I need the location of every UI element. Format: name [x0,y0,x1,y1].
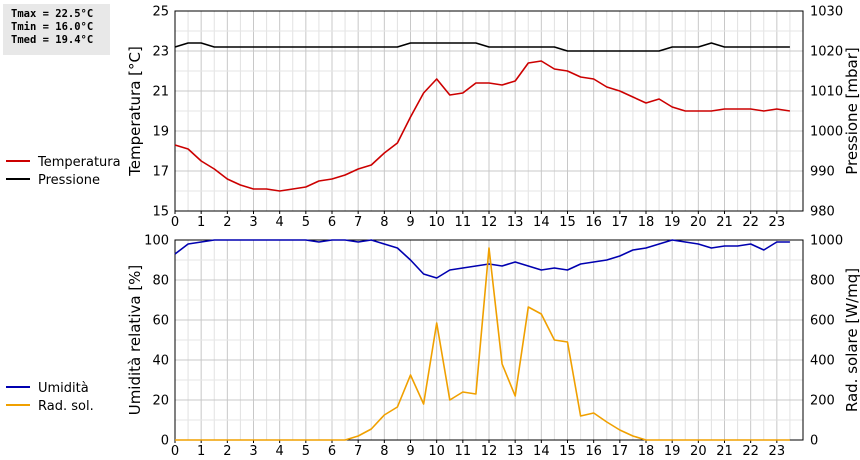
panel1-x-tick-label: 14 [533,215,550,230]
panel1-x-tick-label: 4 [276,215,284,230]
panel1-x-tick-label: 20 [690,215,707,230]
panel2-x-tick-label: 23 [769,444,786,459]
panel2-x-tick-label: 14 [533,444,550,459]
panel2-y2-tick-label: 800 [810,274,835,289]
panel1-x-tick-label: 9 [406,215,414,230]
panel2-legend-label-1: Umidità [38,381,89,396]
panel2-x-tick-label: 0 [171,444,179,459]
panel1-x-tick-label: 16 [585,215,602,230]
panel1-x-tick-label: 10 [428,215,445,230]
panel2-x-tick-label: 6 [328,444,336,459]
panel1-y2-axis-label: Pressione [mbar] [843,47,860,175]
panel1-y2-tick-label: 1030 [810,5,843,20]
panel2-x-tick-label: 21 [716,444,733,459]
panel2-x-tick-label: 3 [249,444,257,459]
panel1-y2-tick-label: 990 [810,165,835,180]
panel2-y2-tick-label: 0 [810,434,818,449]
panel2-y-axis-label: Umidità relativa [%] [126,265,144,416]
panel1-legend-label-2: Pressione [38,173,100,188]
panel1-x-tick-label: 1 [197,215,205,230]
panel2-y-tick-label: 100 [144,234,169,249]
panel2-x-tick-label: 12 [481,444,498,459]
panel1-x-tick-label: 8 [380,215,388,230]
panel2-y-tick-label: 40 [152,354,169,369]
panel1-x-tick-label: 7 [354,215,362,230]
panel2-x-tick-label: 9 [406,444,414,459]
panel2-x-tick-label: 15 [559,444,576,459]
tmax-text: Tmax = 22.5°C [11,8,94,20]
panel1-y2-tick-label: 1000 [810,125,843,140]
panel1-x-tick-label: 15 [559,215,576,230]
stats-box: Tmax = 22.5°C Tmin = 16.0°C Tmed = 19.4°… [3,4,110,55]
panel2-x-tick-label: 17 [612,444,629,459]
panel2-x-tick-label: 4 [276,444,284,459]
panel2-x-tick-label: 11 [455,444,472,459]
panel1-x-tick-label: 6 [328,215,336,230]
panel1-x-tick-label: 3 [249,215,257,230]
panel2-x-tick-label: 20 [690,444,707,459]
panel2-x-tick-label: 7 [354,444,362,459]
panel1-y-axis-label: Temperatura [°C] [126,46,144,177]
panel2-x-tick-label: 5 [302,444,310,459]
panel1-y-tick-label: 23 [152,45,169,60]
panel2-y-tick-label: 20 [152,394,169,409]
panel1-x-tick-label: 19 [664,215,681,230]
panel2-y2-axis-label: Rad. solare [W/mq] [843,268,860,412]
panel1-x-tick-label: 0 [171,215,179,230]
panel1-x-tick-label: 22 [742,215,759,230]
panel1-series-2-line [174,42,790,52]
panel2-x-tick-label: 1 [197,444,205,459]
panel1-x-tick-label: 12 [481,215,498,230]
panel2-y-tick-label: 80 [152,274,169,289]
panel1-x-tick-label: 11 [455,215,472,230]
panel1-x-tick-label: 17 [612,215,629,230]
panel2-x-tick-label: 18 [638,444,655,459]
panel1-y-tick-label: 15 [152,205,169,220]
panel2-y-tick-label: 0 [161,434,169,449]
panel2-y2-tick-label: 600 [810,314,835,329]
panel2-series-1-line [174,239,790,279]
panel2-x-tick-label: 2 [223,444,231,459]
panel2-x-tick-label: 8 [380,444,388,459]
panel1-x-tick-label: 13 [507,215,524,230]
panel2-x-tick-label: 22 [742,444,759,459]
panel1-y2-tick-label: 1020 [810,45,843,60]
panel2-x-tick-label: 19 [664,444,681,459]
panel1-x-tick-label: 2 [223,215,231,230]
panel2-series-2-line [175,247,790,441]
panel2-y2-tick-label: 400 [810,354,835,369]
panel1-y2-tick-label: 980 [810,205,835,220]
tmin-text: Tmin = 16.0°C [11,21,94,33]
tmed-text: Tmed = 19.4°C [11,34,94,46]
panel2-x-tick-label: 13 [507,444,524,459]
panel1-series-1-line [174,60,791,192]
panel2-y-tick-label: 60 [152,314,169,329]
panel1-y-tick-label: 21 [152,85,169,100]
panel2-y2-tick-label: 1000 [810,234,843,249]
panel2-x-tick-label: 10 [428,444,445,459]
panel2-y2-tick-label: 200 [810,394,835,409]
panel1-x-tick-label: 23 [769,215,786,230]
panel1-x-tick-label: 18 [638,215,655,230]
panel1-x-tick-label: 5 [302,215,310,230]
panel2-x-tick-label: 16 [585,444,602,459]
panel1-y-tick-label: 19 [152,125,169,140]
panel1-y-tick-label: 25 [152,5,169,20]
panel1-x-tick-label: 21 [716,215,733,230]
panel2-legend-label-2: Rad. sol. [38,399,94,414]
panel1-legend-label-1: Temperatura [37,155,121,170]
panel1-y2-tick-label: 1010 [810,85,843,100]
panel1-y-tick-label: 17 [152,165,169,180]
